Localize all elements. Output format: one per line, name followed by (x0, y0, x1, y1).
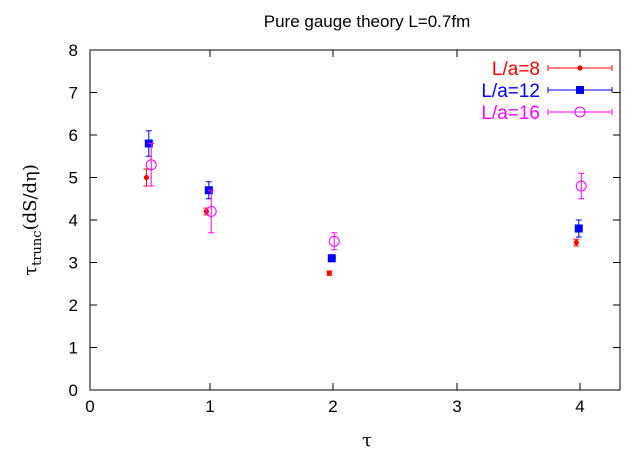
legend-label: L/a=16 (481, 103, 540, 124)
x-tick-label: 1 (205, 397, 214, 416)
x-axis-label: τ (362, 430, 372, 451)
series-2-point (327, 254, 336, 263)
x-tick-label: 4 (575, 397, 584, 416)
x-tick-label: 0 (85, 397, 94, 416)
series-3-point (145, 159, 157, 171)
y-tick-label: 4 (69, 211, 78, 230)
y-axis: 0 1 2 3 4 5 6 7 8 (69, 41, 620, 400)
y-tick-label: 0 (69, 381, 78, 400)
y-axis-label-main: τ (20, 266, 41, 276)
series-2 (144, 130, 583, 263)
legend: L/a=8L/a=12L/a=16 (481, 59, 613, 124)
series-2-point (574, 224, 583, 233)
series-3 (145, 143, 587, 251)
y-tick-label: 2 (69, 296, 78, 315)
legend-label: L/a=8 (492, 59, 540, 80)
y-axis-label-sub: trunc (30, 230, 45, 265)
x-tick-label: 2 (328, 397, 337, 416)
y-tick-label: 5 (69, 169, 78, 188)
x-axis: 0 1 2 3 4 (85, 50, 585, 416)
y-tick-label: 6 (69, 126, 78, 145)
y-tick-label: 7 (69, 84, 78, 103)
x-tick-label: 3 (452, 397, 461, 416)
y-axis-label: τtrunc(dS/dη) (20, 164, 45, 276)
y-tick-label: 8 (69, 41, 78, 60)
legend-label: L/a=12 (481, 81, 540, 102)
legend-point (576, 86, 584, 94)
series-3-point (205, 206, 217, 217)
y-tick-label: 1 (69, 339, 78, 358)
series-3-point (328, 235, 340, 247)
series-1-point (573, 239, 579, 246)
series-layer (143, 130, 587, 276)
y-axis-label-rest: (dS/dη) (20, 164, 41, 230)
series-1-point (143, 174, 149, 181)
series-1-point (326, 270, 332, 276)
legend-point (577, 65, 583, 71)
plot-frame (89, 49, 621, 391)
legend-point (574, 106, 586, 118)
series-3-point (575, 180, 587, 192)
chart-title: Pure gauge theory L=0.7fm (264, 12, 471, 31)
y-tick-label: 3 (69, 254, 78, 273)
